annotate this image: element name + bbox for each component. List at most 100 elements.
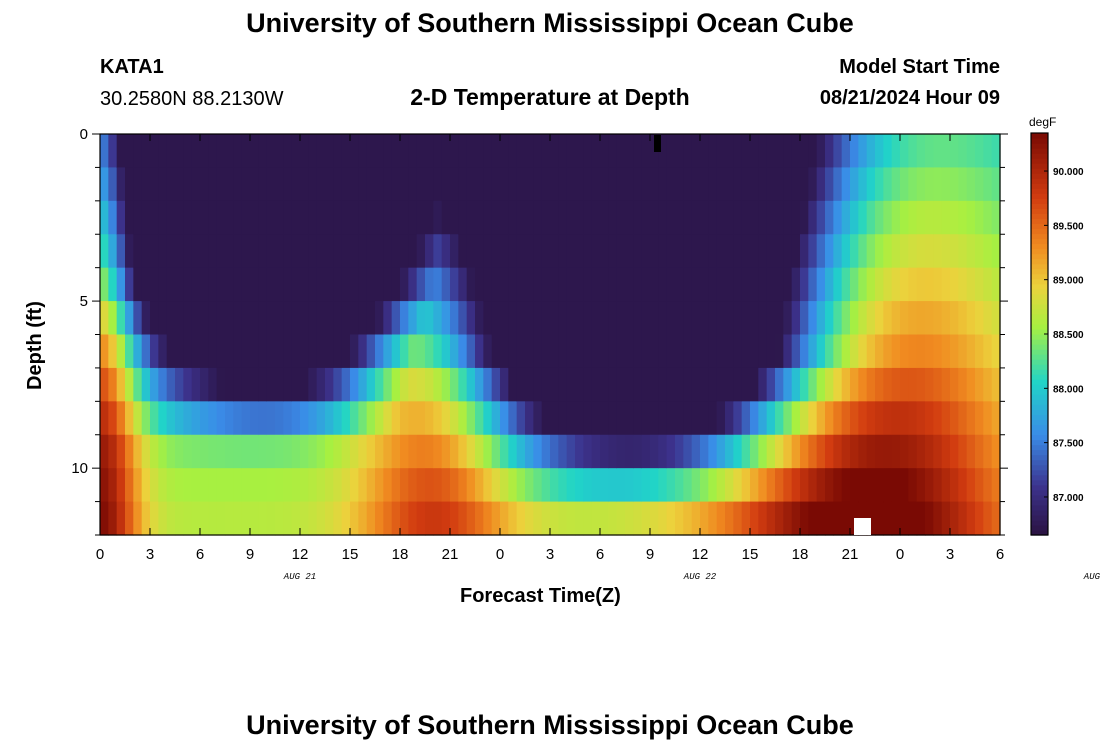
heatmap-cell: [433, 434, 443, 469]
heatmap-cell: [950, 301, 959, 336]
colorbar-segment: [1031, 449, 1048, 456]
heatmap-cell: [200, 367, 209, 402]
heatmap-cell: [666, 434, 676, 469]
heatmap-cell: [550, 200, 559, 235]
heatmap-cell: [800, 234, 809, 269]
heatmap-cell: [416, 267, 426, 302]
heatmap-cell: [550, 401, 559, 436]
heatmap-cell: [633, 401, 643, 436]
heatmap-cell: [800, 334, 809, 369]
heatmap-cell: [350, 367, 359, 402]
heatmap-cell: [575, 234, 584, 269]
heatmap-cell: [700, 134, 709, 169]
heatmap-cell: [583, 301, 593, 336]
heatmap-cell: [616, 167, 626, 202]
heatmap-cell: [850, 234, 859, 269]
heatmap-cell: [391, 401, 401, 436]
heatmap-cell: [733, 200, 743, 235]
heatmap-cell: [983, 434, 993, 469]
heatmap-cell: [116, 468, 126, 503]
heatmap-cell: [808, 401, 818, 436]
heatmap-cell: [866, 401, 876, 436]
heatmap-cell: [458, 367, 468, 402]
heatmap-cell: [891, 134, 901, 169]
heatmap-cell: [500, 301, 509, 336]
heatmap-cell: [475, 267, 484, 302]
heatmap-cell: [983, 200, 993, 235]
heatmap-cell: [983, 134, 993, 169]
heatmap-cell: [341, 234, 351, 269]
heatmap-cell: [416, 167, 426, 202]
heatmap-cell: [775, 334, 784, 369]
heatmap-cell: [575, 167, 584, 202]
heatmap-cell: [166, 334, 176, 369]
heatmap-cell: [666, 200, 676, 235]
heatmap-cell: [991, 367, 1001, 402]
heatmap-cell: [825, 501, 834, 536]
heatmap-cell: [258, 167, 268, 202]
heatmap-cell: [358, 200, 368, 235]
colorbar-segment: [1031, 434, 1048, 441]
heatmap-cell: [716, 267, 726, 302]
heatmap-cell: [591, 234, 601, 269]
heatmap-cell: [950, 234, 959, 269]
heatmap-cell: [566, 434, 576, 469]
heatmap-cell: [258, 468, 268, 503]
heatmap-cell: [366, 234, 376, 269]
heatmap-cell: [825, 234, 834, 269]
heatmap-cell: [350, 167, 359, 202]
heatmap-cell: [741, 301, 751, 336]
heatmap-cell: [875, 200, 884, 235]
heatmap-cell: [516, 367, 526, 402]
heatmap-cell: [350, 267, 359, 302]
heatmap-cell: [141, 200, 151, 235]
heatmap-cell: [550, 234, 559, 269]
heatmap-cell: [291, 501, 301, 536]
heatmap-cell: [125, 401, 134, 436]
heatmap-cell: [150, 267, 159, 302]
heatmap-cell: [658, 301, 668, 336]
heatmap-cell: [175, 234, 184, 269]
heatmap-cell: [550, 334, 559, 369]
heatmap-cell: [716, 134, 726, 169]
heatmap-cell: [241, 501, 251, 536]
heatmap-cell: [800, 401, 809, 436]
colorbar-segment: [1031, 208, 1048, 215]
heatmap-cell: [475, 401, 484, 436]
heatmap-cell: [350, 334, 359, 369]
heatmap-cell: [691, 334, 701, 369]
heatmap-cell: [958, 134, 968, 169]
heatmap-cell: [908, 434, 918, 469]
model-start-time: 08/21/2024 Hour 09: [819, 87, 1000, 109]
heatmap-cell: [650, 167, 659, 202]
heatmap-cell: [350, 501, 359, 536]
heatmap-cell: [775, 200, 784, 235]
heatmap-cell: [850, 334, 859, 369]
heatmap-cell: [725, 468, 734, 503]
heatmap-cell: [808, 200, 818, 235]
heatmap-cell: [216, 234, 226, 269]
heatmap-cell: [541, 501, 551, 536]
heatmap-cell: [508, 134, 518, 169]
heatmap-cell: [216, 401, 226, 436]
heatmap-cell: [533, 401, 543, 436]
heatmap-cell: [733, 234, 743, 269]
heatmap-cell: [608, 434, 618, 469]
heatmap-cell: [766, 267, 776, 302]
heatmap-cell: [283, 301, 293, 336]
heatmap-cell: [741, 468, 751, 503]
heatmap-cell: [141, 434, 151, 469]
heatmap-cell: [383, 267, 393, 302]
heatmap-cell: [158, 301, 168, 336]
heatmap-cell: [391, 301, 401, 336]
heatmap-cell: [258, 134, 268, 169]
heatmap-cell: [458, 468, 468, 503]
heatmap-cell: [516, 301, 526, 336]
heatmap-cell: [808, 134, 818, 169]
heatmap-cell: [850, 401, 859, 436]
main-title: University of Southern Mississippi Ocean…: [246, 8, 854, 38]
heatmap-cell: [650, 434, 659, 469]
heatmap-cell: [808, 468, 818, 503]
heatmap-cell: [500, 468, 509, 503]
